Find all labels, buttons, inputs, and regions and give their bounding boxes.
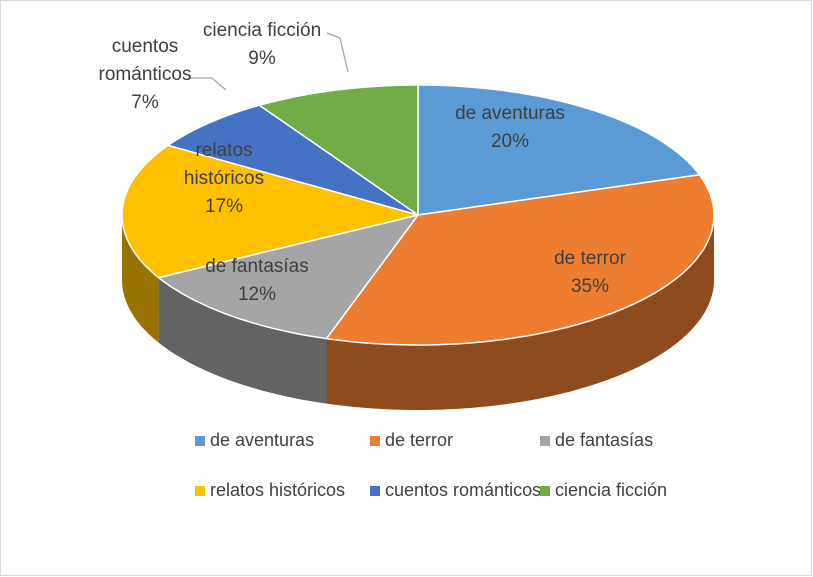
legend-swatch (370, 486, 380, 496)
data-label-name: de fantasías (205, 256, 309, 277)
data-label: de fantasías 12% (182, 253, 332, 309)
legend-label: relatos históricos (210, 480, 345, 500)
legend-swatch (195, 436, 205, 446)
legend-swatch (195, 486, 205, 496)
data-label-name: de aventuras (455, 103, 565, 124)
slice (167, 104, 419, 216)
legend-swatch (540, 486, 550, 496)
slice (121, 144, 419, 279)
data-label: relatos históricos 17% (164, 137, 284, 221)
slice (258, 84, 419, 216)
data-label-name: de terror (554, 248, 626, 269)
legend-label: de terror (385, 430, 453, 450)
data-label: cuentos románticos 7% (90, 33, 200, 117)
legend-label: de aventuras (210, 430, 314, 450)
legend-label: cuentos románticos (385, 480, 541, 500)
data-label-name: cuentos románticos (98, 36, 192, 85)
slice (157, 214, 419, 340)
leader-line (326, 32, 349, 73)
data-label-name: ciencia ficción (202, 20, 322, 41)
data-label-value: 12% (237, 284, 277, 305)
data-label: de aventuras 20% (425, 100, 595, 156)
leader-line (188, 77, 227, 91)
slice-side (326, 215, 714, 410)
legend-label: de fantasías (555, 430, 653, 450)
data-label: ciencia ficción 9% (177, 17, 347, 73)
data-label-value: 9% (248, 48, 276, 69)
slice (325, 174, 715, 346)
legend-swatch (540, 436, 550, 446)
data-label-value: 20% (490, 131, 530, 152)
legend-label: ciencia ficción (555, 480, 667, 500)
data-label-value: 35% (570, 276, 610, 297)
data-label: de terror 35% (520, 245, 660, 301)
data-label-name: relatos históricos (183, 140, 265, 189)
data-label-value: 7% (131, 92, 159, 113)
slice-side (122, 215, 159, 343)
data-label-value: 17% (204, 196, 244, 217)
slice-side (158, 277, 327, 404)
slice (417, 84, 701, 216)
legend-swatch (370, 436, 380, 446)
